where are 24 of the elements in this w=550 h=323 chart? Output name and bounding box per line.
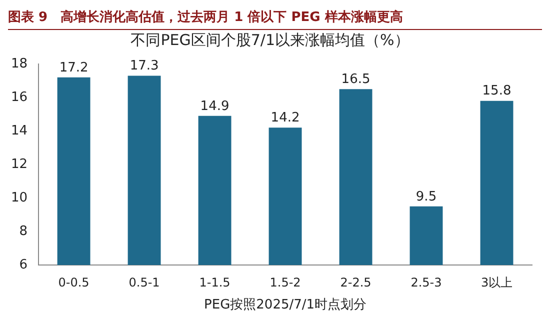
data-label: 9.5 (416, 189, 437, 204)
x-tick-label: 2.5-3 (410, 275, 442, 290)
y-tick-label: 6 (19, 257, 28, 272)
chart-subtitle: 不同PEG区间个股7/1以来涨幅均值（%） (130, 30, 410, 49)
x-tick-label: 1-1.5 (199, 275, 230, 290)
data-label: 15.8 (482, 84, 512, 99)
data-label: 14.9 (200, 98, 230, 114)
y-tick-label: 12 (10, 156, 28, 172)
y-tick-label: 14 (10, 123, 28, 138)
x-tick-label: 3以上 (480, 275, 513, 290)
x-tick-label: 0-0.5 (58, 275, 90, 290)
x-tick-label: 2-2.5 (340, 275, 372, 290)
y-tick-label: 16 (10, 90, 28, 105)
x-axis-title: PEG按照2025/7/1时点划分 (204, 298, 367, 313)
data-label: 17.3 (130, 58, 159, 74)
chart-title: 图表 9 高增长消化高估值，过去两月 1 倍以下 PEG 样本涨幅更高 (8, 8, 542, 30)
data-label: 16.5 (341, 72, 370, 87)
x-tick-label: 0.5-1 (128, 275, 160, 290)
y-tick-label: 8 (19, 224, 28, 239)
data-label: 17.2 (59, 60, 88, 76)
y-tick-label: 18 (10, 56, 28, 72)
y-tick-label: 10 (10, 190, 28, 206)
data-label: 14.2 (270, 110, 300, 126)
x-tick-label: 1.5-2 (270, 275, 301, 290)
